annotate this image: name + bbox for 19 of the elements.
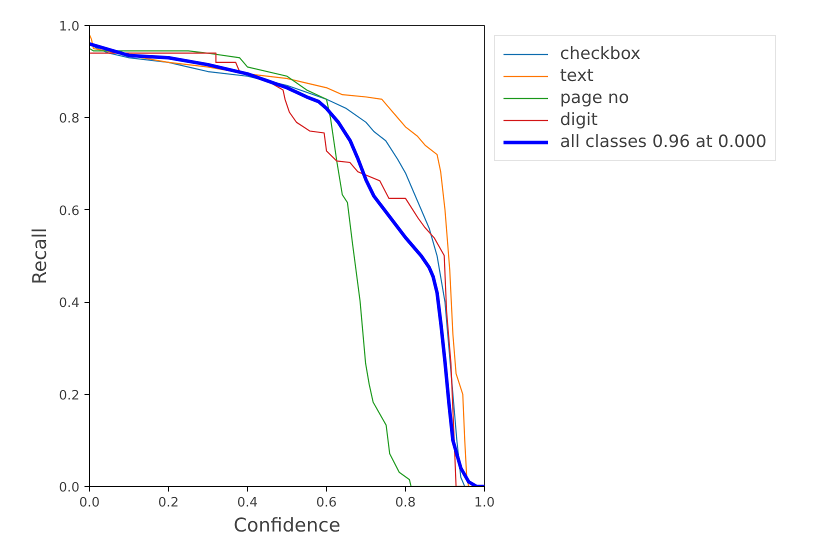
- y-tick-label: 0.6: [58, 204, 80, 219]
- x-tick-label: 0.8: [395, 496, 416, 510]
- x-tick-label: 0.0: [79, 496, 100, 510]
- x-tick-label: 0.4: [237, 496, 258, 510]
- legend-label: checkbox: [560, 44, 641, 64]
- legend-label: all classes 0.96 at 0.000: [560, 132, 767, 152]
- legend-label: text: [560, 66, 594, 86]
- y-tick-label: 0.2: [58, 388, 80, 404]
- y-tick-label: 1.0: [58, 20, 80, 34]
- y-tick-label: 0.0: [58, 480, 80, 496]
- y-axis-title: Recall: [28, 228, 51, 284]
- legend-label: page no: [560, 88, 630, 108]
- legend-label: digit: [560, 110, 598, 130]
- y-tick-label: 0.8: [58, 112, 80, 127]
- y-tick-label: 0.4: [58, 296, 80, 312]
- x-axis-title: Confidence: [234, 514, 340, 536]
- x-tick-label: 0.6: [316, 496, 337, 510]
- x-tick-label: 1.0: [474, 496, 495, 510]
- x-tick-label: 0.2: [158, 496, 179, 510]
